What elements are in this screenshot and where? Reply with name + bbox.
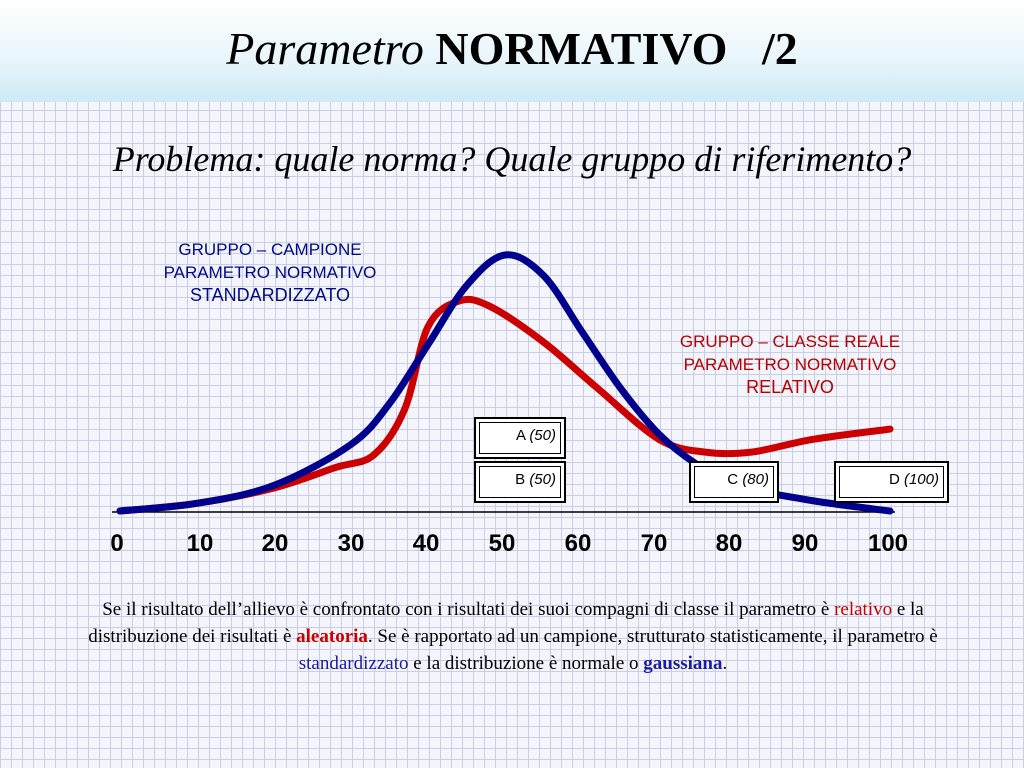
- x-tick-label: 20: [261, 530, 289, 557]
- label-campione: GRUPPO – CAMPIONE PARAMETRO NORMATIVO ST…: [120, 238, 420, 307]
- label-classe-line1: GRUPPO – CLASSE REALE: [679, 332, 901, 351]
- box-b-letter: B: [515, 471, 526, 488]
- x-tick-label: 0: [110, 530, 124, 557]
- x-tick-label: 30: [337, 530, 365, 557]
- x-tick-label: 100: [867, 530, 909, 557]
- para-word-relativo: relativo: [834, 599, 893, 620]
- para-text-3: . Se è rapportato ad un campione, strutt…: [367, 626, 938, 647]
- header-band: [0, 0, 1024, 102]
- para-word-aleatoria: aleatoria: [296, 626, 368, 647]
- x-tick-label: 90: [791, 530, 819, 557]
- x-tick-label: 80: [715, 530, 743, 557]
- page-title: Parametro NORMATIVO /2: [0, 22, 1024, 75]
- label-campione-line2: PARAMETRO NORMATIVO: [163, 263, 377, 282]
- curve-relative: [116, 295, 894, 515]
- title-italic: Parametro: [226, 23, 424, 74]
- label-classe-line2: PARAMETRO NORMATIVO: [683, 355, 897, 374]
- explanation-paragraph: Se il risultato dell’allievo è confronta…: [88, 596, 938, 677]
- label-classe-reale: GRUPPO – CLASSE REALE PARAMETRO NORMATIV…: [640, 330, 940, 399]
- para-text-2: e la distribuzione dei risultati è: [88, 599, 924, 647]
- box-d-value: (100): [903, 471, 939, 488]
- para-text-4: e la distribuzione è normale o: [408, 653, 644, 674]
- subtitle: Problema: quale norma? Quale gruppo di r…: [112, 139, 912, 179]
- box-d-letter: D: [888, 471, 900, 488]
- para-text-5: .: [722, 653, 728, 674]
- box-c: C (80): [689, 461, 779, 503]
- title-bold: NORMATIVO: [435, 23, 728, 74]
- para-text-1: Se il risultato dell’allievo è confronta…: [102, 599, 835, 620]
- box-b: B (50): [474, 461, 566, 503]
- box-b-value: (50): [529, 471, 556, 488]
- box-c-value: (80): [742, 471, 769, 488]
- box-a: A (50): [474, 417, 566, 459]
- para-word-standardizzato: standardizzato: [298, 653, 409, 674]
- x-tick-label: 50: [488, 530, 516, 557]
- label-campione-line3: STANDARDIZZATO: [189, 285, 350, 305]
- box-a-letter: A: [515, 427, 526, 444]
- x-tick-label: 40: [412, 530, 440, 557]
- label-classe-line3: RELATIVO: [746, 377, 834, 397]
- box-d: D (100): [834, 461, 949, 503]
- para-word-gaussiana: gaussiana: [643, 653, 723, 674]
- label-campione-line1: GRUPPO – CAMPIONE: [178, 240, 362, 259]
- x-tick-label: 10: [186, 530, 214, 557]
- x-tick-label: 70: [640, 530, 668, 557]
- x-tick-label: 60: [564, 530, 592, 557]
- title-suffix: /2: [761, 23, 798, 74]
- box-a-value: (50): [529, 427, 556, 444]
- box-c-letter: C: [727, 471, 739, 488]
